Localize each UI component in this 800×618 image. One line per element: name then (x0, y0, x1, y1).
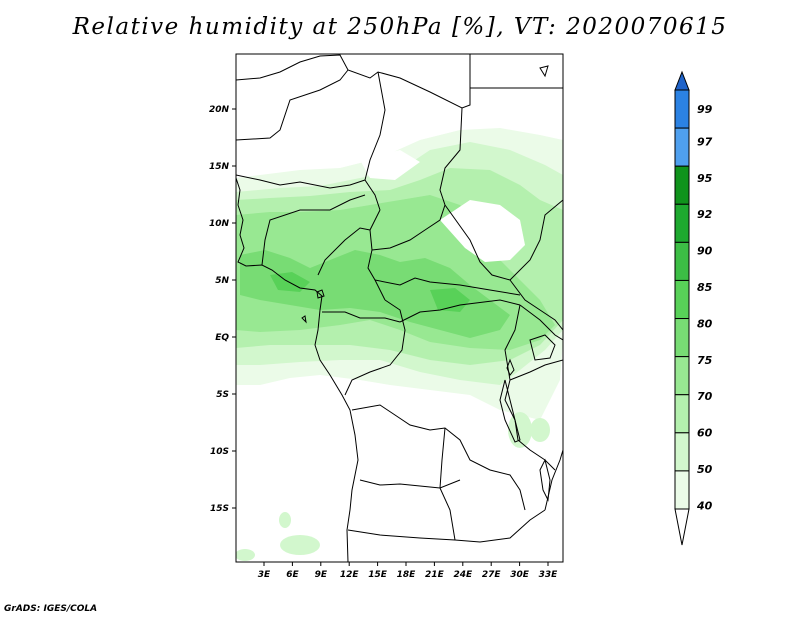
country-border (364, 71, 386, 211)
colorbar-label: 50 (697, 463, 713, 476)
country-border (509, 359, 563, 381)
colorbar-segment (674, 432, 690, 472)
colorbar-segment (674, 203, 690, 243)
country-border (236, 54, 471, 109)
latitude-axis: 20N 15N 10N 5N EQ 5S 10S 15S (209, 105, 236, 514)
country-border (509, 279, 563, 331)
country-borders (236, 54, 563, 562)
credit-text: GrADS: IGES/COLA (4, 604, 98, 614)
colorbar-segment (674, 394, 690, 434)
country-border (439, 107, 463, 206)
lat-tick-label: 20N (209, 105, 230, 115)
colorbar-label: 92 (697, 208, 713, 221)
colorbar-label: 85 (697, 281, 713, 294)
lon-tick-label: 30E (510, 570, 530, 580)
lat-tick-label: 5N (215, 276, 229, 286)
lat-tick-label: EQ (215, 333, 229, 343)
country-border (317, 227, 371, 276)
colorbar: 99 97 95 92 90 85 80 75 70 60 50 40 (674, 70, 713, 546)
map-title: Relative humidity at 250hPa [%], VT: 202… (72, 14, 728, 40)
lon-tick-label: 15E (368, 570, 388, 580)
lake-victoria (529, 334, 556, 361)
humidity-band-50 (280, 535, 320, 555)
country-border (367, 209, 386, 301)
colorbar-segment (674, 470, 690, 510)
lon-tick-label: 12E (340, 570, 360, 580)
lake-kivu (506, 358, 515, 376)
lon-tick-label: 21E (425, 570, 445, 580)
colorbar-label: 80 (697, 317, 713, 330)
lon-tick-label: 6E (286, 570, 299, 580)
colorbar-segment (674, 356, 690, 396)
country-border (236, 174, 366, 189)
country-border (236, 69, 349, 141)
country-border (374, 277, 521, 296)
lat-tick-label: 10N (209, 219, 230, 229)
colorbar-label: 97 (697, 135, 713, 148)
lat-tick-label: 15N (209, 162, 230, 172)
colorbar-label: 40 (696, 499, 713, 512)
country-border (351, 404, 526, 511)
country-border (261, 194, 366, 266)
coastline (539, 65, 549, 78)
country-border (544, 449, 563, 511)
country-border (371, 204, 446, 251)
humidity-band-80 (430, 288, 470, 312)
colorbar-top-arrow (674, 70, 690, 91)
country-border (519, 304, 563, 341)
humidity-band-50 (530, 418, 550, 442)
colorbar-label: 70 (697, 390, 713, 403)
coastline (236, 177, 359, 562)
coastline (301, 315, 307, 324)
lake-tanganyika (499, 379, 521, 443)
dry-region (440, 200, 525, 262)
lat-tick-label: 5S (216, 390, 229, 400)
lake-malawi (539, 458, 551, 502)
lon-tick-label: 9E (315, 570, 328, 580)
colorbar-segment (674, 127, 690, 167)
lon-tick-label: 33E (539, 570, 559, 580)
country-border (444, 204, 511, 281)
longitude-axis: 3E 6E 9E 12E 15E 18E 21E 24E 27E 30E 33E (258, 562, 558, 580)
country-border (399, 299, 521, 323)
colorbar-segment (674, 165, 690, 205)
colorbar-label: 75 (697, 354, 713, 367)
country-border (347, 509, 546, 543)
country-border (509, 199, 563, 281)
lat-tick-label: 10S (210, 447, 229, 457)
colorbar-label: 95 (697, 172, 713, 185)
colorbar-segment (674, 279, 690, 320)
colorbar-segment (674, 241, 690, 281)
lon-tick-label: 18E (397, 570, 417, 580)
country-border (517, 439, 556, 471)
country-border (322, 311, 401, 323)
country-border (359, 479, 461, 489)
lon-tick-label: 3E (258, 570, 271, 580)
colorbar-label: 99 (697, 103, 713, 116)
humidity-band-75 (240, 250, 510, 338)
country-border (439, 427, 456, 541)
coastline (316, 289, 325, 299)
colorbar-label: 90 (697, 245, 713, 258)
humidity-band-80 (270, 272, 310, 292)
humidity-band-50 (279, 512, 291, 528)
humidity-shading (236, 128, 563, 561)
dry-region (360, 150, 420, 180)
colorbar-label: 60 (697, 427, 713, 440)
colorbar-bottom-arrow (674, 508, 690, 546)
lon-tick-label: 27E (482, 570, 502, 580)
map-frame (235, 53, 564, 563)
colorbar-segment (674, 318, 690, 358)
humidity-band-50 (508, 412, 532, 448)
country-border (344, 299, 406, 396)
lon-tick-label: 24E (453, 570, 473, 580)
colorbar-segment (674, 89, 690, 129)
humidity-band-50 (236, 549, 255, 561)
lat-tick-label: 15S (210, 504, 229, 514)
